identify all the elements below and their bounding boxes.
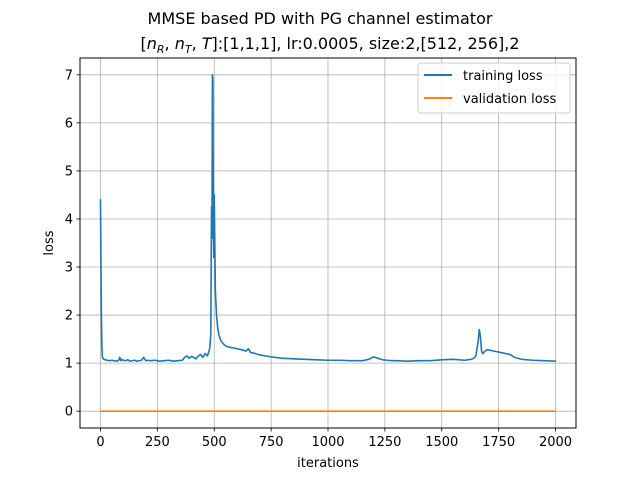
subtitle-var-t: T — [202, 34, 213, 53]
x-tick-label: 1250 — [368, 435, 401, 450]
y-tick-label: 1 — [65, 357, 73, 372]
subtitle-sep2: , — [192, 34, 202, 53]
subtitle-sub-r: R — [157, 43, 165, 56]
chart-subtitle: [nR, nT, T]:[1,1,1], lr:0.0005, size:2,[… — [140, 34, 519, 56]
y-tick-label: 5 — [65, 164, 73, 179]
x-tick-label: 500 — [202, 435, 227, 450]
subtitle-sub-t: T — [185, 43, 193, 56]
x-axis-ticks: 0 250 500 750 1000 1250 1500 1750 2000 — [96, 428, 572, 450]
x-tick-label: 1750 — [482, 435, 515, 450]
legend-box — [417, 62, 571, 114]
subtitle-var-nt: n — [175, 34, 185, 53]
subtitle-sep1: , — [165, 34, 175, 53]
subtitle-var-nr: n — [147, 34, 157, 53]
y-axis-label: loss — [42, 230, 57, 255]
chart-title: MMSE based PD with PG channel estimator — [148, 9, 493, 28]
subtitle-prefix: [ — [140, 34, 146, 53]
y-tick-label: 7 — [65, 68, 73, 83]
plot-series — [99, 74, 557, 412]
x-tick-label: 0 — [96, 435, 104, 450]
legend-validation-label: validation loss — [463, 92, 556, 107]
y-tick-label: 3 — [65, 261, 73, 276]
series-line-training-loss — [99, 74, 557, 363]
y-tick-label: 4 — [65, 212, 73, 227]
subtitle-suffix: ]:[1,1,1], lr:0.0005, size:2,[512, 256],… — [212, 34, 520, 53]
x-tick-label: 2000 — [539, 435, 572, 450]
x-tick-label: 1500 — [425, 435, 458, 450]
x-tick-label: 250 — [145, 435, 170, 450]
y-tick-label: 2 — [65, 309, 73, 324]
legend-training-label: training loss — [463, 69, 543, 84]
x-tick-label: 1000 — [311, 435, 344, 450]
x-tick-label: 750 — [259, 435, 284, 450]
y-axis-ticks: 0 1 2 3 4 5 6 7 — [65, 68, 80, 420]
y-tick-label: 6 — [65, 116, 73, 131]
x-axis-label: iterations — [297, 456, 359, 471]
legend: training loss validation loss — [417, 62, 571, 114]
y-tick-label: 0 — [65, 405, 73, 420]
